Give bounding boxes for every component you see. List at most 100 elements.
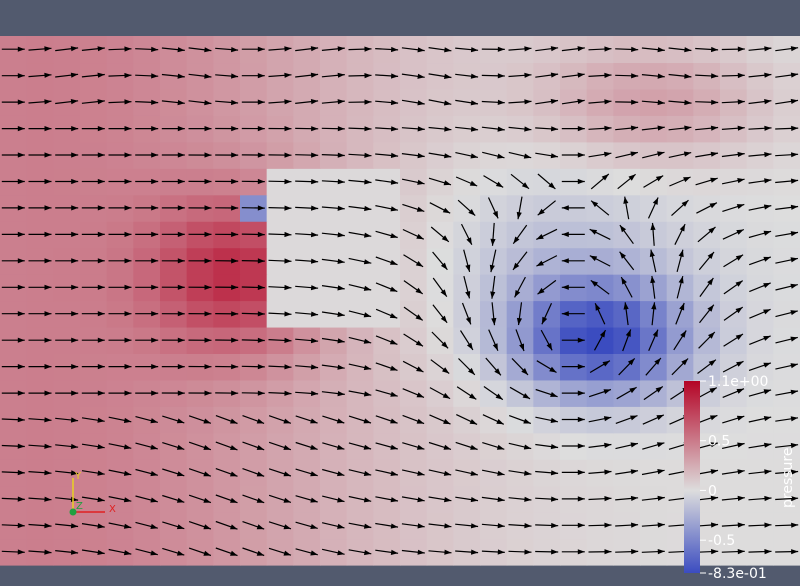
velocity-arrow (135, 99, 159, 105)
velocity-arrow (537, 173, 556, 190)
velocity-arrow (81, 496, 105, 503)
velocity-arrow (668, 99, 692, 106)
velocity-arrow (348, 73, 372, 79)
velocity-arrow (695, 177, 718, 186)
velocity-arrow (561, 284, 585, 290)
velocity-arrow (482, 414, 505, 425)
velocity-arrow (481, 496, 505, 502)
velocity-arrow (642, 414, 665, 425)
velocity-arrow (348, 205, 372, 212)
velocity-arrow (188, 311, 212, 317)
velocity-arrow (215, 547, 238, 557)
velocity-arrow (348, 469, 372, 476)
velocity-arrow (135, 205, 159, 211)
velocity-arrow (428, 99, 452, 106)
colorbar-tick-label: -8.3e-01 (708, 566, 767, 582)
velocity-arrow (28, 178, 52, 185)
velocity-arrow (697, 226, 716, 243)
velocity-arrow (295, 72, 319, 78)
velocity-arrow (55, 311, 79, 317)
velocity-arrow (268, 231, 292, 238)
velocity-arrow (1, 73, 25, 79)
velocity-arrow (641, 495, 665, 501)
velocity-arrow (515, 329, 525, 352)
velocity-arrow (162, 442, 185, 450)
velocity-arrow (1, 337, 25, 343)
velocity-arrow (1, 258, 25, 264)
velocity-arrow (508, 99, 532, 105)
velocity-arrow (561, 231, 585, 237)
velocity-arrow (375, 389, 398, 397)
velocity-arrow (268, 72, 292, 78)
velocity-arrow (81, 523, 105, 529)
velocity-arrow (108, 443, 132, 450)
velocity-arrow (28, 72, 52, 78)
velocity-arrow (723, 306, 744, 321)
velocity-arrow (588, 72, 612, 78)
velocity-arrow (28, 337, 52, 343)
velocity-arrow (490, 275, 496, 299)
velocity-arrow (348, 126, 372, 132)
velocity-arrow (81, 99, 105, 105)
velocity-arrow (590, 200, 610, 216)
velocity-arrow (431, 331, 449, 349)
velocity-arrow (775, 416, 799, 422)
velocity-arrow (428, 126, 452, 132)
velocity-arrow (55, 258, 79, 264)
velocity-arrow (81, 205, 105, 211)
velocity-arrow (321, 522, 345, 529)
velocity-arrow (695, 99, 719, 105)
velocity-arrow (748, 125, 772, 131)
velocity-arrow (241, 390, 265, 396)
velocity-arrow (401, 496, 425, 503)
velocity-arrow (593, 329, 607, 351)
velocity-arrow (161, 100, 185, 106)
velocity-arrow (643, 175, 664, 188)
velocity-arrow (81, 284, 105, 290)
velocity-arrow (428, 441, 452, 450)
velocity-arrow (485, 357, 502, 376)
velocity-arrow (215, 205, 239, 211)
pressure-cells (0, 36, 800, 566)
velocity-arrow (748, 362, 772, 371)
colorbar-title: pressure (780, 448, 796, 508)
velocity-arrow (512, 251, 528, 271)
velocity-arrow (650, 222, 656, 246)
velocity-arrow (588, 442, 612, 448)
velocity-arrow (616, 386, 637, 400)
velocity-arrow (641, 47, 665, 53)
velocity-arrow (375, 549, 399, 555)
velocity-arrow (723, 333, 744, 347)
velocity-arrow (215, 231, 239, 237)
velocity-arrow (535, 72, 559, 78)
velocity-arrow (28, 258, 52, 264)
velocity-arrow (55, 99, 79, 105)
velocity-arrow (749, 308, 771, 319)
velocity-arrow (748, 152, 772, 158)
velocity-arrow (401, 523, 425, 529)
velocity-arrow (429, 387, 451, 400)
velocity-arrow (775, 496, 799, 502)
velocity-arrow (161, 152, 185, 158)
velocity-arrow (295, 205, 319, 211)
velocity-arrow (748, 99, 772, 105)
velocity-arrow (721, 125, 745, 131)
velocity-arrow (561, 258, 585, 264)
velocity-arrow (1, 549, 25, 555)
velocity-arrow (482, 442, 505, 450)
velocity-arrow (775, 152, 799, 158)
velocity-arrow (215, 99, 239, 106)
velocity-arrow (623, 196, 630, 220)
velocity-arrow (482, 151, 505, 159)
velocity-arrow (561, 496, 585, 502)
velocity-arrow (508, 496, 532, 502)
velocity-arrow (135, 521, 158, 529)
velocity-arrow (55, 523, 79, 529)
velocity-arrow (589, 228, 611, 240)
velocity-arrow (215, 364, 239, 370)
velocity-arrow (432, 277, 448, 297)
velocity-arrow (108, 548, 132, 556)
velocity-arrow (161, 390, 185, 396)
